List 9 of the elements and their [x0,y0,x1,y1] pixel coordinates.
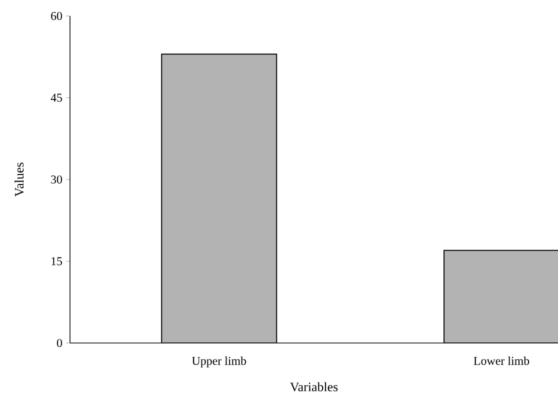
y-tick-label: 0 [56,338,62,348]
x-tick-label: Upper limb [192,356,246,368]
y-tick-label: 45 [50,94,62,102]
x-tick-label: Lower limb [474,356,530,365]
x-axis-title: Variables [290,382,338,392]
y-tick-label: 60 [51,12,62,20]
y-tick-label: 15 [52,257,62,266]
y-tick-label: 30 [51,175,62,184]
y-axis-title: Values [14,162,24,197]
